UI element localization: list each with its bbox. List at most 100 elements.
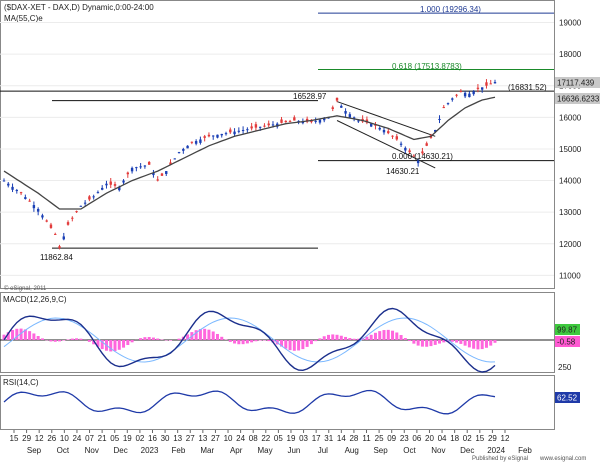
candle-body bbox=[399, 143, 403, 145]
x-month-label: Feb bbox=[172, 446, 186, 455]
macd-hist-bar bbox=[412, 340, 416, 344]
macd-hist-bar bbox=[70, 338, 74, 340]
macd-hist-bar bbox=[284, 340, 288, 349]
candle-body bbox=[75, 211, 78, 213]
rsi-layer bbox=[3, 389, 496, 415]
macd-hist-bar bbox=[19, 328, 23, 340]
candle-body bbox=[395, 136, 398, 140]
macd-hist-bar bbox=[356, 338, 360, 340]
candle-body bbox=[24, 197, 27, 199]
macd-hist-bar bbox=[220, 336, 224, 340]
macd-hist-bar bbox=[484, 340, 488, 348]
candle-body bbox=[344, 111, 347, 114]
x-tick-label: 30 bbox=[161, 434, 170, 443]
candle-body bbox=[463, 92, 467, 97]
candle-body bbox=[305, 118, 309, 122]
macd-hist-bar bbox=[58, 340, 62, 342]
x-month-label: Apr bbox=[230, 446, 243, 455]
macd-hist-bar bbox=[117, 340, 121, 350]
macd-hist-bar bbox=[437, 340, 441, 344]
candle-body bbox=[54, 233, 57, 235]
candle-body bbox=[32, 205, 36, 209]
x-tick-label: 11 bbox=[362, 434, 371, 443]
x-month-label: Jun bbox=[287, 446, 300, 455]
macd-hist-bar bbox=[11, 330, 15, 340]
macd-y-tick: 250 bbox=[558, 363, 572, 372]
candle-body bbox=[45, 220, 48, 222]
macd-hist-bar bbox=[36, 336, 40, 340]
macd-hist-bar bbox=[467, 340, 471, 348]
rsi-line bbox=[3, 389, 496, 415]
candle-body bbox=[118, 186, 121, 191]
macd-hist-bar bbox=[463, 340, 467, 346]
macd-hist-bar bbox=[177, 338, 181, 340]
macd-hist-bar bbox=[228, 340, 232, 342]
x-month-label: Mar bbox=[200, 446, 214, 455]
candle-body bbox=[224, 133, 228, 135]
macd-hist-bar bbox=[258, 340, 262, 341]
macd-hist-bar bbox=[344, 336, 348, 340]
annotation-peak: 16528.97 bbox=[293, 92, 327, 101]
candle-body bbox=[194, 141, 198, 144]
price-levels bbox=[0, 12, 554, 249]
price-y-tick: 12000 bbox=[559, 240, 582, 249]
macd-hist-bar bbox=[378, 331, 382, 340]
macd-hist-bar bbox=[348, 338, 352, 340]
candle-body bbox=[404, 147, 407, 151]
price-panel-frame bbox=[0, 0, 555, 289]
macd-hist-bar bbox=[15, 328, 19, 340]
price-y-tick: 18000 bbox=[559, 50, 582, 59]
x-month-label: Jul bbox=[318, 446, 328, 455]
candle-body bbox=[173, 158, 176, 160]
price-lines bbox=[3, 96, 496, 210]
macd-hist-bar bbox=[75, 338, 79, 340]
candle-body bbox=[79, 205, 83, 207]
candle-body bbox=[258, 126, 262, 128]
macd-hist-bar bbox=[489, 340, 493, 346]
candle-body bbox=[105, 183, 108, 186]
candle-body bbox=[62, 236, 65, 240]
macd-hist-bar bbox=[450, 340, 454, 342]
candle-body bbox=[293, 117, 296, 121]
x-tick-label: 29 bbox=[488, 434, 497, 443]
candle-body bbox=[369, 123, 373, 127]
x-month-label: Nov bbox=[85, 446, 99, 455]
candle-body bbox=[340, 105, 343, 108]
macd-hist-bar bbox=[309, 340, 313, 345]
x-month-label: Oct bbox=[57, 446, 70, 455]
candle-body bbox=[318, 119, 322, 123]
macd-hist-bar bbox=[480, 340, 484, 350]
macd-hist-bar bbox=[241, 340, 245, 345]
price-channel bbox=[336, 101, 436, 169]
x-tick-label: 18 bbox=[450, 434, 459, 443]
candle-body bbox=[442, 107, 445, 109]
macd-hist-bar bbox=[2, 334, 6, 340]
macd-value-badge bbox=[555, 324, 580, 335]
channel-bottom bbox=[336, 120, 436, 169]
macd-hist-bar bbox=[198, 329, 202, 340]
candle-body bbox=[493, 82, 497, 84]
x-tick-label: 05 bbox=[110, 434, 119, 443]
x-month-label: Sep bbox=[373, 446, 388, 455]
macd-hist-bar bbox=[399, 335, 403, 340]
copyright: © eSignal, 2011 bbox=[4, 285, 47, 292]
ma-value-badge bbox=[555, 93, 600, 104]
candle-body bbox=[489, 83, 492, 85]
candle-body bbox=[109, 181, 112, 185]
price-y-tick: 19000 bbox=[559, 19, 582, 28]
macd-hist-bar bbox=[139, 338, 143, 340]
candle-body bbox=[2, 180, 6, 182]
macd-hist-bar bbox=[331, 334, 335, 340]
candle-body bbox=[323, 118, 326, 121]
level-16831: (16831.52) bbox=[508, 83, 547, 92]
x-tick-label: 25 bbox=[375, 434, 384, 443]
x-tick-label: 13 bbox=[198, 434, 207, 443]
annotation-bottom: 11862.84 bbox=[40, 253, 73, 262]
macd-hist-bar bbox=[130, 340, 134, 343]
candle-body bbox=[15, 190, 19, 192]
candle-body bbox=[382, 129, 386, 133]
macd-hist-bar bbox=[32, 333, 36, 340]
fib-level-0618: 0.618 (17513.8783) bbox=[392, 62, 462, 71]
candle-body bbox=[446, 103, 450, 105]
